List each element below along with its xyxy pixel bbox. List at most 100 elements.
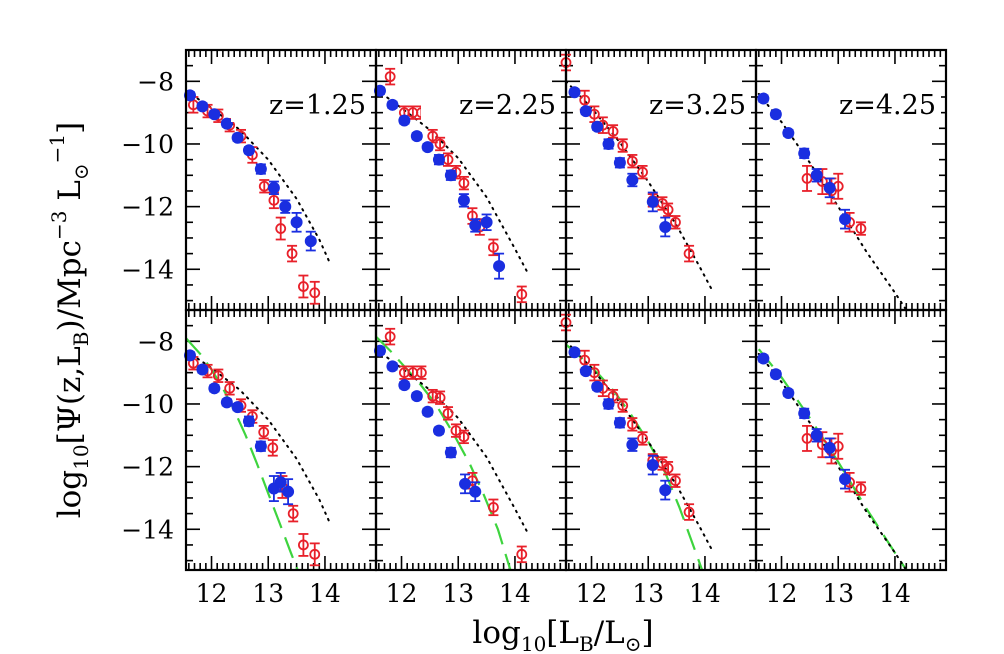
blue-filled-point [493, 260, 506, 273]
panel-frame [564, 308, 758, 572]
red-open-point [224, 382, 236, 394]
model-dashed-curve [566, 343, 704, 570]
blue-filled-point [757, 92, 770, 105]
blue-filled-point [410, 130, 423, 143]
red-open-point [617, 400, 629, 411]
x-tick-label: 13 [632, 579, 664, 608]
x-title-sun-sub: ⊙ [625, 632, 642, 654]
y-title-close: ] [52, 122, 88, 134]
red-open-point [434, 138, 446, 150]
blue-filled-point [626, 438, 639, 451]
blue-filled-point [782, 387, 795, 400]
blue-filled-point [839, 473, 852, 486]
red-open-point [286, 248, 298, 260]
x-tick-label: 12 [576, 579, 608, 608]
red-open-point [579, 354, 591, 366]
blue-filled-point [290, 216, 303, 229]
y-axis-title: log10[Ψ(z,LB)/Mpc−3 L⊙−1] [45, 122, 93, 519]
model-dotted-curve [757, 92, 908, 310]
blue-filled-point [568, 346, 581, 359]
model-dotted-curve [566, 340, 715, 554]
blue-filled-point [480, 216, 493, 229]
blue-filled-point [208, 382, 221, 395]
model-dotted-curve [376, 88, 531, 277]
red-open-point [488, 241, 499, 253]
red-open-point [617, 140, 629, 151]
y-title-log: log [52, 470, 88, 518]
panel-label-bg [231, 88, 371, 122]
model-dotted-curve [186, 349, 332, 526]
blue-filled-point [432, 153, 445, 166]
blue-filled-point [659, 220, 672, 233]
x-title-log-sub: 10 [521, 632, 546, 654]
red-open-point [670, 216, 681, 228]
model-dotted-curve [757, 352, 908, 570]
model-dotted-curve [186, 89, 332, 266]
blue-filled-point [398, 379, 411, 392]
x-title-b-sub: B [579, 632, 594, 654]
blue-filled-point [613, 416, 626, 429]
blue-filled-point [810, 429, 823, 442]
x-tick-label: 14 [309, 579, 341, 608]
red-open-point [662, 204, 674, 216]
blue-filled-point [242, 144, 255, 157]
panel-4: −8 −10 −12 −14 12 13 14 [121, 308, 378, 608]
blue-filled-point [196, 100, 209, 113]
blue-filled-point [386, 98, 399, 111]
blue-filled-point [469, 219, 482, 232]
panel-2: z=3.25 [560, 48, 758, 312]
blue-filled-point [220, 396, 233, 409]
red-open-point [607, 126, 619, 137]
model-dashed-curve [376, 335, 512, 570]
blue-filled-point [373, 344, 386, 357]
panel-label: z=3.25 [649, 90, 746, 121]
panel-label: z=1.25 [269, 90, 366, 121]
y-tick-label: −12 [121, 193, 174, 222]
y-tick-label: −10 [121, 390, 174, 419]
blue-filled-point [196, 363, 209, 376]
x-axis-title: log10[LB/L⊙] [472, 615, 653, 654]
blue-filled-point [282, 485, 295, 498]
red-open-point [670, 475, 681, 487]
blue-filled-point [568, 86, 581, 99]
blue-filled-point [254, 163, 267, 176]
blue-filled-point [591, 120, 604, 133]
blue-filled-point [646, 459, 659, 472]
red-open-point [287, 508, 299, 520]
model-dotted-curve [376, 348, 531, 537]
red-open-point [298, 539, 309, 551]
y-tick-label: −14 [121, 255, 174, 284]
red-open-point [683, 248, 695, 260]
blue-filled-point [444, 169, 457, 182]
y-title-exp2: −1 [45, 134, 69, 163]
y-title-mpc: )/Mpc [52, 240, 88, 332]
red-open-point [626, 418, 638, 430]
red-open-point [427, 390, 439, 402]
red-open-point [212, 370, 224, 382]
blue-filled-point [613, 156, 626, 169]
red-open-point [434, 392, 446, 404]
blue-filled-point [769, 368, 782, 381]
blue-filled-point [304, 235, 317, 248]
blue-filled-point [373, 84, 386, 97]
red-open-point [516, 288, 528, 300]
blue-filled-point [432, 424, 445, 437]
blue-filled-point [591, 380, 604, 393]
red-open-point [458, 177, 470, 189]
red-open-point [427, 130, 439, 142]
panel-grid: z=1.25 −8 −10 −12 −14 z=2.25 z=3.25 z=4.25 −8 −10… [121, 48, 948, 608]
red-open-point [637, 433, 648, 444]
red-open-point [801, 173, 813, 184]
blue-filled-point [659, 484, 672, 497]
panel-label-bg [421, 88, 561, 122]
red-open-point [855, 483, 867, 494]
blue-filled-point [626, 174, 639, 186]
blue-filled-point [254, 440, 267, 453]
blue-filled-point [798, 407, 811, 420]
blue-filled-point [602, 137, 615, 150]
panel-label-bg [611, 88, 751, 122]
red-open-point [384, 331, 396, 343]
x-tick-label: 13 [252, 579, 284, 608]
blue-filled-point [757, 352, 770, 365]
blue-filled-point [421, 405, 434, 418]
